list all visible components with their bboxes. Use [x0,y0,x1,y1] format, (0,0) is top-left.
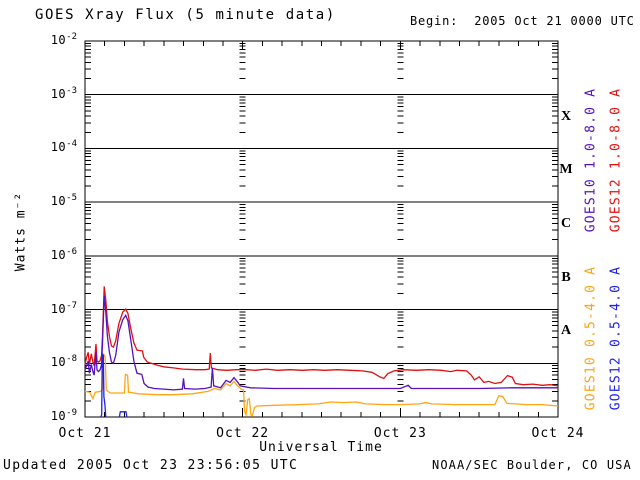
source-label: NOAA/SEC Boulder, CO USA [432,458,632,472]
y-tick-label-10e-5: 10-5 [50,193,77,209]
flare-class-x: X [560,108,572,124]
series-goes12-1-0-8-0-a [84,286,559,387]
x-axis-label: Universal Time [259,440,383,455]
x-tick-label-oct-23: Oct 23 [373,426,427,441]
y-tick-label-10e-9: 10-9 [50,408,77,423]
y-tick-label-10e-6: 10-6 [50,246,77,262]
series-goes12-0-5-4-0-a [100,351,128,418]
legend-goes12-1-0-8-0-a: GOES12 1.0-8.0 A [608,87,624,233]
chart-title: GOES Xray Flux (5 minute data) [35,7,336,23]
x-tick-label-oct-22: Oct 22 [216,426,270,441]
series-goes10-0-5-4-0-a [84,353,559,418]
flare-class-c: C [560,216,572,231]
legend-goes10-0-5-4-0-a: GOES10 0.5-4.0 A [583,265,599,411]
y-tick-label-10e-2: 10-2 [50,32,77,47]
legend-goes12-0-5-4-0-a: GOES12 0.5-4.0 A [608,265,624,411]
series-goes10-1-0-8-0-a [84,295,558,391]
y-tick-label-10e-8: 10-8 [50,354,77,370]
x-tick-label-oct-24: Oct 24 [531,426,585,441]
y-tick-label-10e-4: 10-4 [50,139,77,155]
flare-class-a: A [560,323,572,339]
y-tick-label-10e-7: 10-7 [50,300,77,316]
y-tick-label-10e-3: 10-3 [50,85,77,101]
legend-goes10-1-0-8-0-a: GOES10 1.0-8.0 A [583,87,599,233]
x-tick-label-oct-21: Oct 21 [58,426,112,441]
begin-timestamp: Begin: 2005 Oct 21 0000 UTC [410,14,635,28]
updated-timestamp: Updated 2005 Oct 23 23:56:05 UTC [3,458,299,473]
flare-class-m: M [559,162,573,178]
flare-class-b: B [561,269,571,285]
